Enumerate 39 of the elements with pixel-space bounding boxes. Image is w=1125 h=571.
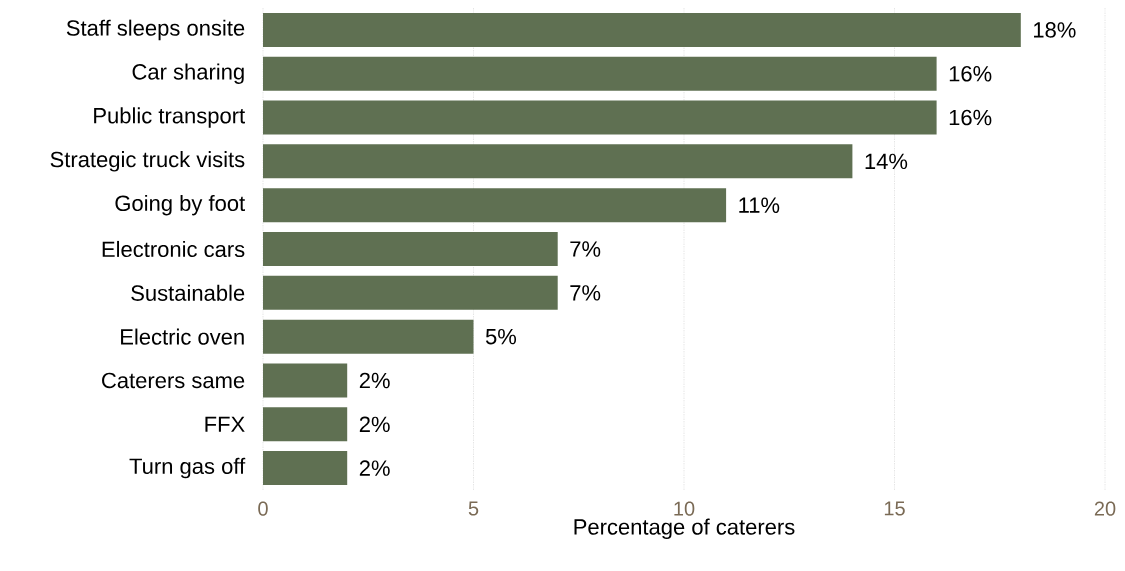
data-label: 16% (949, 109, 992, 126)
data-label: 2% (359, 460, 390, 476)
x-tick-label: 0 (258, 501, 268, 516)
bar (263, 451, 348, 486)
bar (263, 12, 1021, 47)
y-tick-label: Car sharing (132, 63, 244, 84)
data-label: 5% (485, 328, 517, 345)
data-label: 16% (949, 65, 992, 82)
bar (263, 188, 727, 223)
y-tick-label: Going by foot (115, 194, 246, 216)
x-tick-label: 10 (674, 501, 695, 516)
y-tick-label: Electronic cars (102, 240, 245, 258)
data-label: 2% (359, 372, 390, 389)
bar (263, 363, 348, 398)
bar (263, 407, 348, 442)
y-tick-label: Strategic truck visits (50, 151, 245, 172)
x-tick-label: 15 (884, 501, 905, 516)
y-tick-label: Turn gas off (129, 457, 246, 479)
y-tick-label: Sustainable (131, 284, 245, 301)
data-label: 2% (359, 416, 390, 433)
data-label: 18% (1034, 22, 1076, 38)
y-tick-label: Caterers same (102, 372, 245, 389)
bar (263, 319, 474, 354)
bar (263, 144, 853, 179)
y-tick-label: FFX (205, 416, 245, 432)
y-tick-label: Staff sleeps onsite (66, 19, 245, 41)
bar (263, 100, 937, 135)
bar (263, 56, 937, 91)
data-label: 11% (739, 197, 780, 213)
bar (263, 232, 558, 266)
data-label: 14% (865, 153, 908, 170)
x-tick-label: 5 (468, 501, 479, 516)
y-tick-label: Public transport (94, 107, 245, 128)
data-label: 7% (570, 285, 601, 301)
y-tick-label: Electric oven (121, 328, 244, 345)
x-tick-label: 20 (1094, 501, 1116, 516)
x-axis-title: Percentage of caterers (574, 518, 795, 540)
data-label: 7% (570, 241, 601, 257)
bar (263, 275, 558, 310)
